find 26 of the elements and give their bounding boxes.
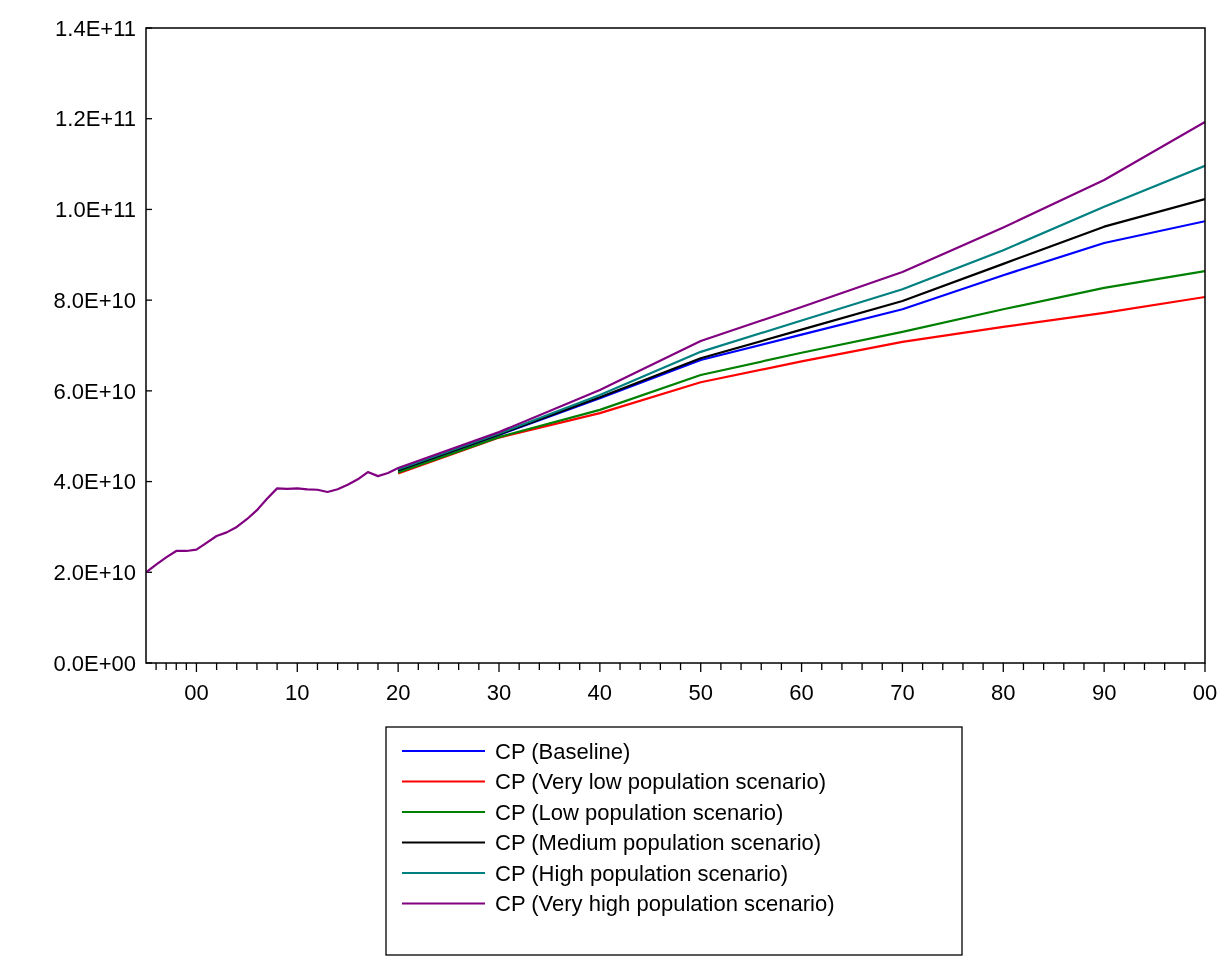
x-tick-label: 10: [285, 680, 310, 705]
x-tick-label: 60: [789, 680, 814, 705]
x-tick-label: 70: [890, 680, 915, 705]
x-tick-label: 90: [1091, 680, 1117, 705]
y-tick-label: 2.0E+10: [53, 559, 136, 585]
legend-label: CP (Very low population scenario): [495, 769, 826, 795]
legend-label: CP (Baseline): [495, 738, 631, 764]
legend-label: CP (High population scenario): [495, 860, 789, 886]
x-tick-label: 80: [991, 680, 1016, 705]
y-tick-label: 4.0E+10: [53, 469, 136, 495]
x-tick-label: 30: [486, 680, 512, 705]
legend-label: CP (Low population scenario): [495, 799, 784, 825]
legend-label: CP (Medium population scenario): [495, 830, 822, 856]
y-tick-label: 1.0E+11: [55, 197, 136, 223]
y-tick-label: 8.0E+10: [53, 287, 136, 313]
y-tick-label: 1.2E+11: [55, 106, 136, 132]
line-series: [146, 120, 1205, 574]
x-tick-label: 20: [385, 680, 411, 705]
y-tick-label: 0.0E+00: [53, 650, 136, 676]
y-tick-label: 6.0E+10: [53, 378, 136, 404]
legend-label: CP (Very high population scenario): [495, 891, 835, 917]
x-tick-label: 40: [587, 680, 613, 705]
x-tick-label: 50: [688, 680, 713, 705]
x-tick-label: 00: [184, 680, 209, 705]
y-tick-label: 1.4E+11: [55, 15, 136, 41]
x-tick-label: 00: [1192, 680, 1218, 705]
